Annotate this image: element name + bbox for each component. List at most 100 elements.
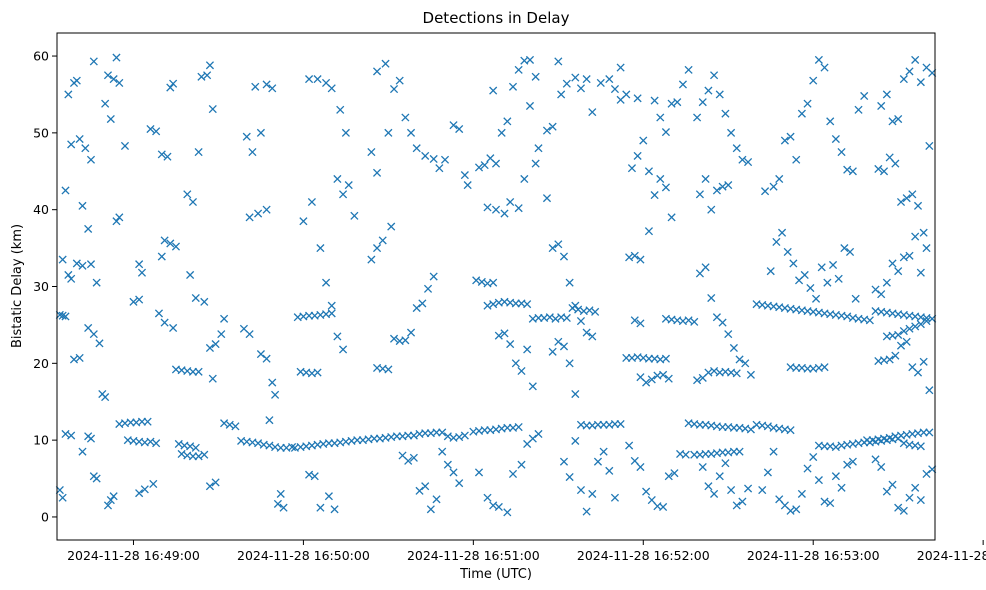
data-point <box>191 293 200 303</box>
data-point <box>531 72 540 81</box>
data-point <box>438 447 447 456</box>
data-point <box>744 157 753 167</box>
data-point <box>421 482 430 491</box>
data-point <box>463 181 472 190</box>
data-point <box>610 493 620 502</box>
data-point <box>707 293 716 303</box>
data-point <box>681 450 690 459</box>
data-point <box>367 148 376 157</box>
data-point <box>559 252 569 261</box>
data-point <box>333 174 342 184</box>
data-point <box>327 84 336 93</box>
data-point <box>160 236 169 245</box>
data-point <box>103 501 113 510</box>
data-point <box>763 422 772 431</box>
data-point <box>491 205 501 214</box>
data-point <box>135 295 144 304</box>
data-point <box>559 457 569 466</box>
data-point <box>338 190 348 199</box>
data-point <box>820 497 829 506</box>
data-point <box>718 318 727 327</box>
data-point <box>406 328 416 337</box>
data-point <box>421 151 430 160</box>
x-tick-label: 2024-11-28 16:51:00 <box>407 548 540 563</box>
data-point <box>152 127 161 136</box>
data-point <box>523 345 532 354</box>
data-point <box>571 73 580 82</box>
data-point <box>758 486 767 495</box>
data-point <box>78 447 87 456</box>
data-point <box>574 305 583 314</box>
data-point <box>811 294 821 303</box>
data-point <box>64 90 73 99</box>
data-point <box>109 492 118 501</box>
data-point <box>814 55 823 64</box>
data-point <box>474 468 484 477</box>
data-point <box>242 132 251 141</box>
data-point <box>494 331 503 340</box>
data-point <box>143 417 152 426</box>
data-point <box>443 460 452 469</box>
data-point <box>163 152 172 161</box>
data-point <box>636 462 645 472</box>
data-point <box>636 319 645 328</box>
data-point <box>659 502 668 512</box>
data-point <box>78 261 87 270</box>
data-point <box>508 469 518 478</box>
data-point <box>169 323 178 333</box>
data-point <box>336 105 345 114</box>
data-point <box>826 499 835 508</box>
data-point <box>61 186 70 195</box>
data-point <box>67 431 76 440</box>
data-point <box>625 253 634 262</box>
data-point <box>690 317 699 326</box>
data-point <box>61 429 70 439</box>
data-point <box>171 242 181 251</box>
data-point <box>710 366 719 376</box>
data-point <box>324 492 333 501</box>
data-point <box>265 416 274 425</box>
data-point <box>877 290 886 299</box>
data-point <box>152 439 161 448</box>
data-point <box>710 489 719 498</box>
data-point <box>659 370 668 379</box>
data-point <box>551 314 560 323</box>
data-point <box>135 489 144 498</box>
data-point <box>803 99 812 108</box>
data-point <box>542 126 552 135</box>
data-point <box>489 86 498 95</box>
data-point <box>381 59 390 68</box>
data-point <box>610 85 620 94</box>
x-axis: 2024-11-28 16:49:00 2024-11-28 16:50:00 20… <box>67 540 986 563</box>
data-point <box>75 353 84 363</box>
data-point <box>322 278 331 287</box>
data-point <box>449 121 458 130</box>
data-point <box>200 297 209 306</box>
data-point <box>605 466 614 475</box>
data-point <box>372 244 382 253</box>
data-point <box>882 278 891 287</box>
data-point <box>220 419 229 428</box>
data-point <box>625 441 634 450</box>
data-point <box>489 300 498 309</box>
data-point <box>916 442 925 451</box>
data-point <box>571 389 580 399</box>
data-point <box>848 457 857 466</box>
data-point <box>307 197 316 207</box>
data-point <box>667 213 676 222</box>
data-point <box>211 340 220 349</box>
data-point <box>769 182 778 191</box>
data-point <box>112 217 121 226</box>
data-point <box>58 311 67 320</box>
data-point <box>916 268 925 277</box>
data-point <box>554 337 563 346</box>
y-tick-label: 50 <box>33 125 49 140</box>
data-point <box>571 436 580 445</box>
data-point <box>389 334 399 343</box>
data-point <box>483 493 492 502</box>
data-point <box>562 313 571 323</box>
data-point <box>474 163 484 172</box>
data-point <box>922 317 931 326</box>
data-point <box>735 447 744 456</box>
data-point <box>174 439 183 449</box>
